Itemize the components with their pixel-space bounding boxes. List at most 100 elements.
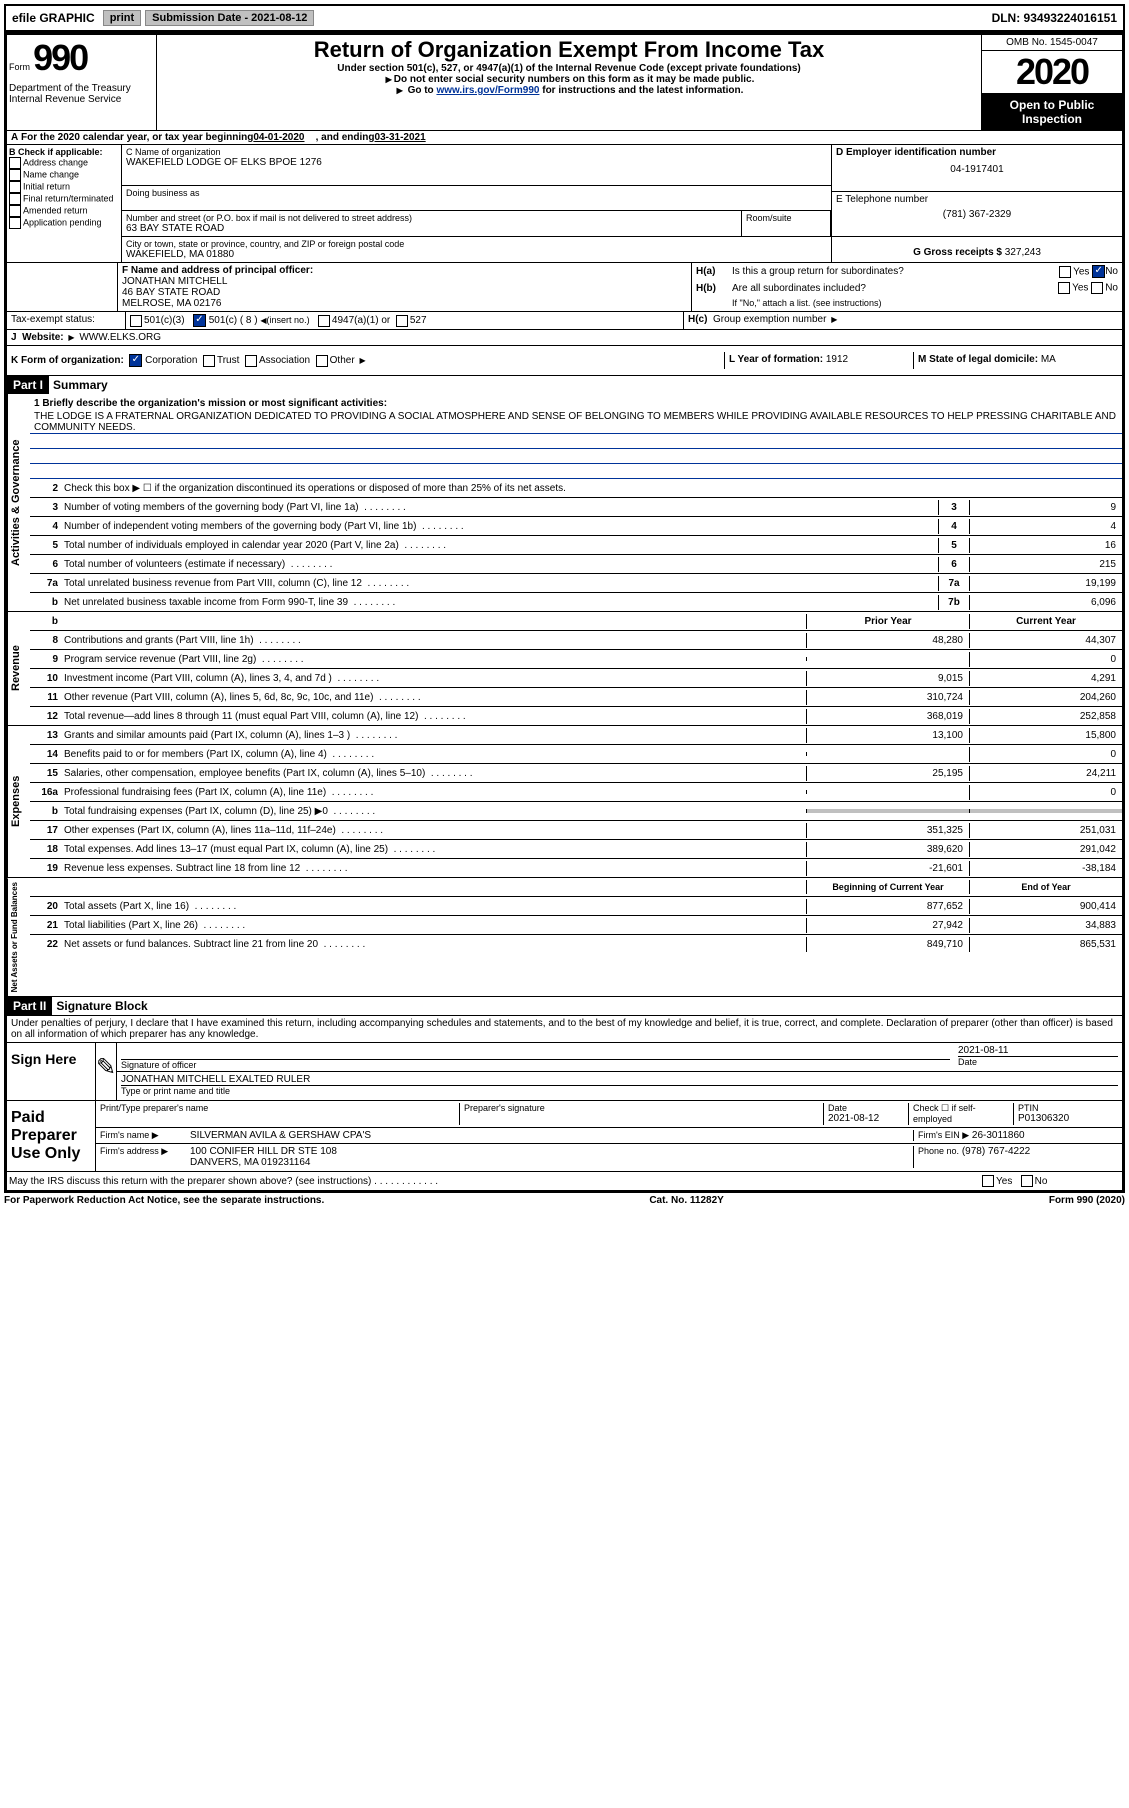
discuss-no[interactable]: No xyxy=(1021,1176,1048,1187)
firm-name-label: Firm's name ▶ xyxy=(100,1130,190,1141)
hb-yes[interactable]: Yes xyxy=(1058,282,1088,294)
discuss-text: May the IRS discuss this return with the… xyxy=(7,1175,982,1188)
b-opt-5[interactable]: Application pending xyxy=(9,217,119,229)
street-address: 63 BAY STATE ROAD xyxy=(126,223,737,234)
room-label: Room/suite xyxy=(746,213,826,223)
b-opt-4[interactable]: Amended return xyxy=(9,205,119,217)
firm-ein: 26-3011860 xyxy=(972,1130,1025,1141)
omb-number: OMB No. 1545-0047 xyxy=(982,35,1122,51)
netassets-section: Net Assets or Fund Balances Beginning of… xyxy=(7,877,1122,996)
title-box: Return of Organization Exempt From Incom… xyxy=(157,35,982,130)
ha-yes[interactable]: Yes xyxy=(1059,266,1089,278)
discuss-yes[interactable]: Yes xyxy=(982,1176,1012,1187)
officer-name: JONATHAN MITCHELL xyxy=(122,276,687,287)
footer: For Paperwork Reduction Act Notice, see … xyxy=(4,1193,1125,1208)
line-item: 17Other expenses (Part IX, column (A), l… xyxy=(30,820,1122,839)
m-label: M State of legal domicile: xyxy=(918,354,1038,365)
firm-addr-label: Firm's address ▶ xyxy=(100,1146,190,1168)
b-opt-0[interactable]: Address change xyxy=(9,157,119,169)
part2-header: Part II Signature Block xyxy=(7,996,1122,1015)
i-opt4[interactable]: 527 xyxy=(396,315,427,326)
hc-label: H(c) xyxy=(688,314,707,325)
k-corp[interactable]: ✓ Corporation xyxy=(129,355,197,366)
current-year-header: Current Year xyxy=(969,614,1122,629)
prior-year-header: Prior Year xyxy=(806,614,969,629)
firm-addr2: DANVERS, MA 019231164 xyxy=(190,1157,913,1168)
b-opt-2[interactable]: Initial return xyxy=(9,181,119,193)
b-opt-1[interactable]: Name change xyxy=(9,169,119,181)
footer-right: Form 990 (2020) xyxy=(1049,1195,1125,1206)
k-trust[interactable]: Trust xyxy=(203,355,239,366)
line-item: bNet unrelated business taxable income f… xyxy=(30,592,1122,611)
governance-section: Activities & Governance 1 Briefly descri… xyxy=(7,394,1122,611)
revenue-label: Revenue xyxy=(7,612,30,725)
part1-label: Part I xyxy=(7,376,49,394)
open-public: Open to Public Inspection xyxy=(982,94,1122,130)
line2: Check this box ▶ ☐ if the organization d… xyxy=(62,482,1122,495)
city-label: City or town, state or province, country… xyxy=(126,239,827,249)
i-opt2[interactable]: ✓ 501(c) ( 8 ) xyxy=(193,315,258,326)
line-item: 13Grants and similar amounts paid (Part … xyxy=(30,726,1122,744)
prep-sig-label: Preparer's signature xyxy=(464,1103,823,1113)
footer-left: For Paperwork Reduction Act Notice, see … xyxy=(4,1195,324,1206)
line-item: 21Total liabilities (Part X, line 26) . … xyxy=(30,915,1122,934)
part2-title: Signature Block xyxy=(52,997,151,1015)
b-label: B Check if applicable: xyxy=(9,147,119,157)
end-year-header: End of Year xyxy=(969,880,1122,894)
top-bar: efile GRAPHIC print Submission Date - 20… xyxy=(4,4,1125,32)
addr-label: Number and street (or P.O. box if mail i… xyxy=(126,213,737,223)
ha-no[interactable]: ✓No xyxy=(1092,265,1118,278)
print-button[interactable]: print xyxy=(103,10,141,26)
hc-text: Group exemption number xyxy=(713,314,826,325)
form-number: 990 xyxy=(33,37,87,78)
mission-blank2 xyxy=(30,449,1122,464)
sig-officer-label: Signature of officer xyxy=(121,1059,950,1070)
part1-title: Summary xyxy=(49,376,112,394)
k-assoc[interactable]: Association xyxy=(245,355,310,366)
sig-date-label: Date xyxy=(958,1056,1118,1067)
l-label: L Year of formation: xyxy=(729,354,823,365)
hb-no[interactable]: No xyxy=(1091,282,1118,294)
i-opt3[interactable]: 4947(a)(1) or xyxy=(318,315,390,326)
section-a: A For the 2020 calendar year, or tax yea… xyxy=(7,130,1122,144)
officer-print-name: JONATHAN MITCHELL EXALTED RULER xyxy=(121,1074,1118,1085)
subtitle-1: Under section 501(c), 527, or 4947(a)(1)… xyxy=(161,63,977,74)
i-opt1[interactable]: 501(c)(3) xyxy=(130,315,185,326)
form-label: Form xyxy=(9,62,30,72)
hb-text: Are all subordinates included? xyxy=(732,283,1058,294)
line-item: 8Contributions and grants (Part VIII, li… xyxy=(30,630,1122,649)
d-label: D Employer identification number xyxy=(836,147,1118,158)
line-item: 15Salaries, other compensation, employee… xyxy=(30,763,1122,782)
line-item: 10Investment income (Part VIII, column (… xyxy=(30,668,1122,687)
irs-link[interactable]: www.irs.gov/Form990 xyxy=(436,85,539,96)
j-label: Website: xyxy=(22,332,64,343)
mission-label: 1 Briefly describe the organization's mi… xyxy=(34,398,387,409)
paid-label: Paid Preparer Use Only xyxy=(7,1101,96,1171)
line-item: 4Number of independent voting members of… xyxy=(30,516,1122,535)
begin-year-header: Beginning of Current Year xyxy=(806,880,969,894)
col-b: B Check if applicable: Address change Na… xyxy=(7,145,122,262)
firm-phone: (978) 767-4222 xyxy=(962,1146,1030,1157)
hb-label: H(b) xyxy=(696,283,732,294)
ptin: P01306320 xyxy=(1018,1113,1118,1124)
line-item: 11Other revenue (Part VIII, column (A), … xyxy=(30,687,1122,706)
firm-addr1: 100 CONIFER HILL DR STE 108 xyxy=(190,1146,913,1157)
officer-addr1: 46 BAY STATE ROAD xyxy=(122,287,687,298)
row-fg: F Name and address of principal officer:… xyxy=(7,262,1122,311)
f-label: F Name and address of principal officer: xyxy=(122,265,687,276)
ha-text: Is this a group return for subordinates? xyxy=(732,266,1059,277)
mission-blank3 xyxy=(30,464,1122,479)
ha-label: H(a) xyxy=(696,266,732,277)
officer-addr2: MELROSE, MA 02176 xyxy=(122,298,687,309)
line-item: 20Total assets (Part X, line 16) . . . .… xyxy=(30,896,1122,915)
line-item: 12Total revenue—add lines 8 through 11 (… xyxy=(30,706,1122,725)
part2-label: Part II xyxy=(7,997,52,1015)
paid-preparer-block: Paid Preparer Use Only Print/Type prepar… xyxy=(7,1100,1122,1171)
b-opt-3[interactable]: Final return/terminated xyxy=(9,193,119,205)
self-emp[interactable]: Check ☐ if self-employed xyxy=(909,1103,1014,1125)
org-name: WAKEFIELD LODGE OF ELKS BPOE 1276 xyxy=(126,157,827,168)
submission-date: Submission Date - 2021-08-12 xyxy=(145,10,314,26)
firm-ein-label: Firm's EIN ▶ xyxy=(918,1130,969,1140)
prep-name-label: Print/Type preparer's name xyxy=(100,1103,459,1113)
k-other[interactable]: Other xyxy=(316,355,355,366)
